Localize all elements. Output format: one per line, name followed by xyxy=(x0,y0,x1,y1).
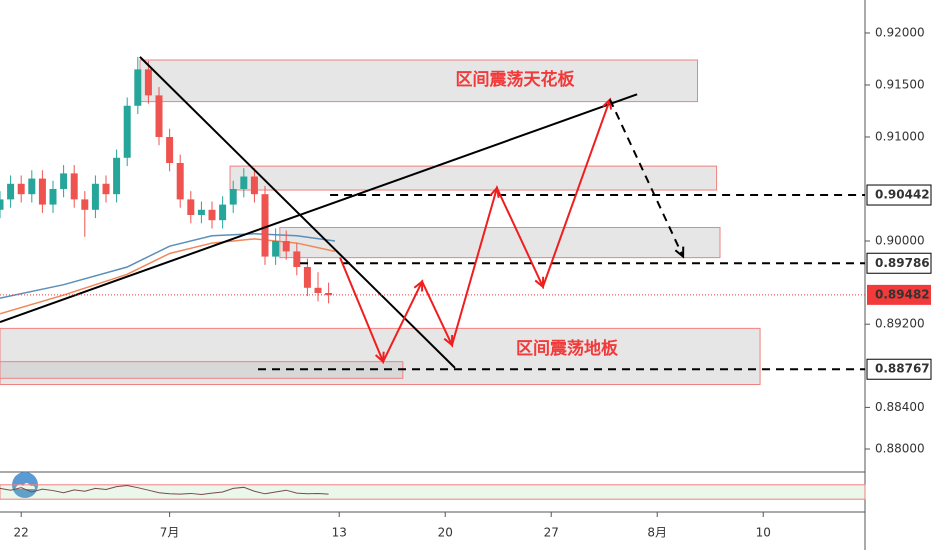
candle-body xyxy=(261,194,269,257)
trendline xyxy=(139,56,456,369)
indicator-line xyxy=(0,485,329,496)
price-label-box xyxy=(867,284,931,305)
candle-body xyxy=(134,69,142,106)
x-tick-label: 8月 xyxy=(647,526,667,540)
candle-body xyxy=(250,176,258,195)
y-tick-label: 0.89200 xyxy=(875,317,925,331)
candle-body xyxy=(197,209,205,215)
candle-body xyxy=(229,188,237,205)
candle-body xyxy=(303,266,311,288)
candle-body xyxy=(17,183,25,195)
candle-body xyxy=(60,173,68,189)
x-tick-label: 13 xyxy=(332,526,347,540)
candle-body xyxy=(219,204,227,221)
x-tick-label: 20 xyxy=(438,526,453,540)
candle-body xyxy=(49,188,57,205)
x-tick-label: 27 xyxy=(544,526,559,540)
price-zone xyxy=(139,59,699,103)
candle-body xyxy=(144,69,152,96)
candle-body xyxy=(166,136,174,163)
candle-body xyxy=(293,251,301,267)
candle-body xyxy=(282,240,290,252)
candle-body xyxy=(81,199,89,210)
y-tick-label: 0.91000 xyxy=(875,129,925,143)
y-tick-label: 0.88400 xyxy=(875,400,925,414)
x-tick-label: 7月 xyxy=(160,526,180,540)
annotation: 区间震荡地板 xyxy=(516,338,619,359)
price-label: 0.89786 xyxy=(875,256,930,270)
y-tick-label: 0.91500 xyxy=(875,77,925,91)
moving-average xyxy=(0,232,336,299)
price-zone xyxy=(279,226,721,259)
moving-average xyxy=(0,238,336,315)
y-tick-label: 0.88000 xyxy=(875,442,925,456)
price-label-box xyxy=(866,252,932,274)
x-tick-label: 22 xyxy=(14,526,29,540)
candle-body xyxy=(91,183,99,210)
price-zone xyxy=(229,165,718,191)
candle-body xyxy=(155,95,163,137)
candle-body xyxy=(314,287,322,293)
price-label-box xyxy=(866,184,932,206)
candle-body xyxy=(208,209,216,221)
x-tick-label: 10 xyxy=(756,526,771,540)
candle-body xyxy=(102,183,110,195)
projection-tail xyxy=(609,99,685,258)
indicator-band xyxy=(0,484,866,500)
arrow-head xyxy=(534,276,545,289)
candle-body xyxy=(38,178,46,205)
arrow-head xyxy=(443,334,454,348)
arrow-head xyxy=(374,351,385,364)
price-label: 0.90442 xyxy=(875,188,930,202)
candle-body xyxy=(70,173,78,200)
trendline xyxy=(0,93,638,324)
y-tick-label: 0.90000 xyxy=(875,233,925,247)
annotation: 区间震荡天花板 xyxy=(456,69,576,90)
price-label: 0.89482 xyxy=(875,287,930,301)
candle-body xyxy=(113,157,121,195)
price-label-box xyxy=(866,358,932,380)
candle-body xyxy=(176,162,184,200)
arrow-head xyxy=(413,279,424,292)
candle-body xyxy=(187,199,195,215)
candle-body xyxy=(7,183,15,200)
candle-body xyxy=(0,199,4,210)
candle-body xyxy=(325,292,333,296)
y-tick-label: 0.92000 xyxy=(875,25,925,39)
candle-body xyxy=(272,240,280,257)
candle-body xyxy=(240,176,248,189)
price-label: 0.88767 xyxy=(875,362,930,376)
arrow-head xyxy=(674,246,685,259)
arrow-head xyxy=(489,185,500,198)
candle-body xyxy=(123,105,131,158)
candle-body xyxy=(28,178,36,195)
